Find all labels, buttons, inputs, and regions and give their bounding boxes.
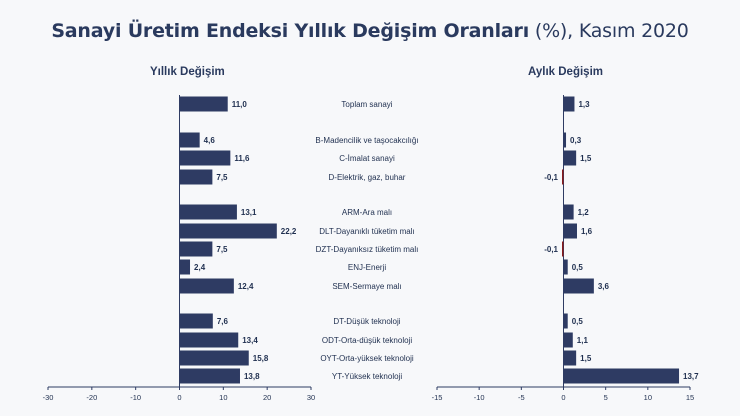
data-label: 11,6	[234, 154, 250, 163]
data-label: 7,5	[216, 173, 228, 182]
category-label: C-İmalat sanayi	[339, 154, 395, 163]
bar	[179, 132, 200, 148]
bar	[179, 368, 240, 384]
right-panel-title: Aylık Değişim	[528, 66, 603, 78]
bar	[562, 241, 564, 257]
x-tick-label: 0	[561, 393, 565, 402]
x-tick-label: -15	[432, 393, 443, 402]
data-label: -0,1	[544, 173, 558, 182]
chart-title: Sanayi Üretim Endeksi Yıllık Değişim Ora…	[0, 20, 740, 42]
data-label: 13,8	[244, 372, 260, 381]
data-label: 1,3	[578, 100, 590, 109]
x-tick-label: 10	[219, 393, 227, 402]
data-label: 0,5	[572, 317, 584, 326]
x-tick-label: -10	[474, 393, 485, 402]
data-label: 0,5	[572, 263, 584, 272]
chart-title-suffix: (%), Kasım 2020	[534, 20, 689, 42]
x-tick-label: 10	[644, 393, 652, 402]
data-label: 7,6	[217, 317, 229, 326]
bar	[563, 350, 577, 366]
bar	[563, 313, 568, 329]
data-label: 1,6	[581, 227, 593, 236]
bar	[563, 332, 573, 348]
bar	[179, 223, 277, 239]
data-label: -0,1	[544, 245, 558, 254]
bar	[179, 332, 239, 348]
category-label: DT-Düşük teknoloji	[333, 317, 400, 326]
category-label: B-Madencilik ve taşocakcılığı	[315, 136, 418, 145]
data-label: 13,1	[241, 208, 257, 217]
x-tick-label: -5	[518, 393, 525, 402]
x-tick-label: 30	[307, 393, 315, 402]
bar	[179, 150, 231, 166]
x-tick-label: 20	[263, 393, 271, 402]
bar	[179, 278, 234, 294]
bar	[563, 223, 577, 239]
bar	[179, 169, 213, 185]
left-panel-title: Yıllık Değişim	[150, 66, 225, 78]
data-label: 2,4	[194, 263, 206, 272]
data-label: 7,5	[216, 245, 228, 254]
category-label: DZT-Dayanıksız tüketim malı	[316, 245, 419, 254]
category-label: ENJ-Enerji	[348, 263, 386, 272]
data-label: 1,2	[578, 208, 590, 217]
bar	[563, 259, 568, 275]
data-label: 1,5	[580, 354, 592, 363]
data-label: 13,4	[242, 336, 258, 345]
category-label: ODT-Orta-düşük teknoloji	[322, 336, 412, 345]
data-label: 22,2	[281, 227, 297, 236]
bar	[562, 169, 564, 185]
bar	[563, 150, 577, 166]
x-tick-label: -10	[130, 393, 141, 402]
category-label: DLT-Dayanıklı tüketim malı	[319, 227, 414, 236]
x-tick-label: 5	[604, 393, 608, 402]
data-label: 11,0	[232, 100, 248, 109]
category-label: Toplam sanayi	[341, 100, 392, 109]
bar	[179, 259, 191, 275]
bar	[179, 204, 237, 220]
x-tick-label: -20	[86, 393, 97, 402]
data-label: 3,6	[598, 282, 610, 291]
bar	[179, 350, 249, 366]
category-label: OYT-Orta-yüksek teknoloji	[320, 354, 414, 363]
data-label: 12,4	[238, 282, 254, 291]
bar	[179, 96, 228, 112]
chart-title-main: Sanayi Üretim Endeksi Yıllık Değişim Ora…	[51, 20, 530, 42]
x-tick-label: -30	[43, 393, 54, 402]
bar	[179, 241, 213, 257]
data-label: 1,1	[577, 336, 589, 345]
category-label: SEM-Sermaye malı	[332, 282, 401, 291]
x-tick-label: 15	[686, 393, 694, 402]
bar	[563, 96, 575, 112]
data-label: 13,7	[683, 372, 699, 381]
category-label: YT-Yüksek teknoloji	[332, 372, 402, 381]
category-label: ARM-Ara malı	[342, 208, 392, 217]
data-label: 15,8	[253, 354, 269, 363]
bar	[563, 368, 680, 384]
data-label: 0,3	[570, 136, 582, 145]
bar	[563, 204, 574, 220]
x-tick-label: 0	[177, 393, 181, 402]
data-label: 4,6	[204, 136, 216, 145]
bar	[563, 278, 594, 294]
category-label: D-Elektrik, gaz, buhar	[329, 173, 406, 182]
bar	[563, 132, 567, 148]
bar	[179, 313, 213, 329]
data-label: 1,5	[580, 154, 592, 163]
